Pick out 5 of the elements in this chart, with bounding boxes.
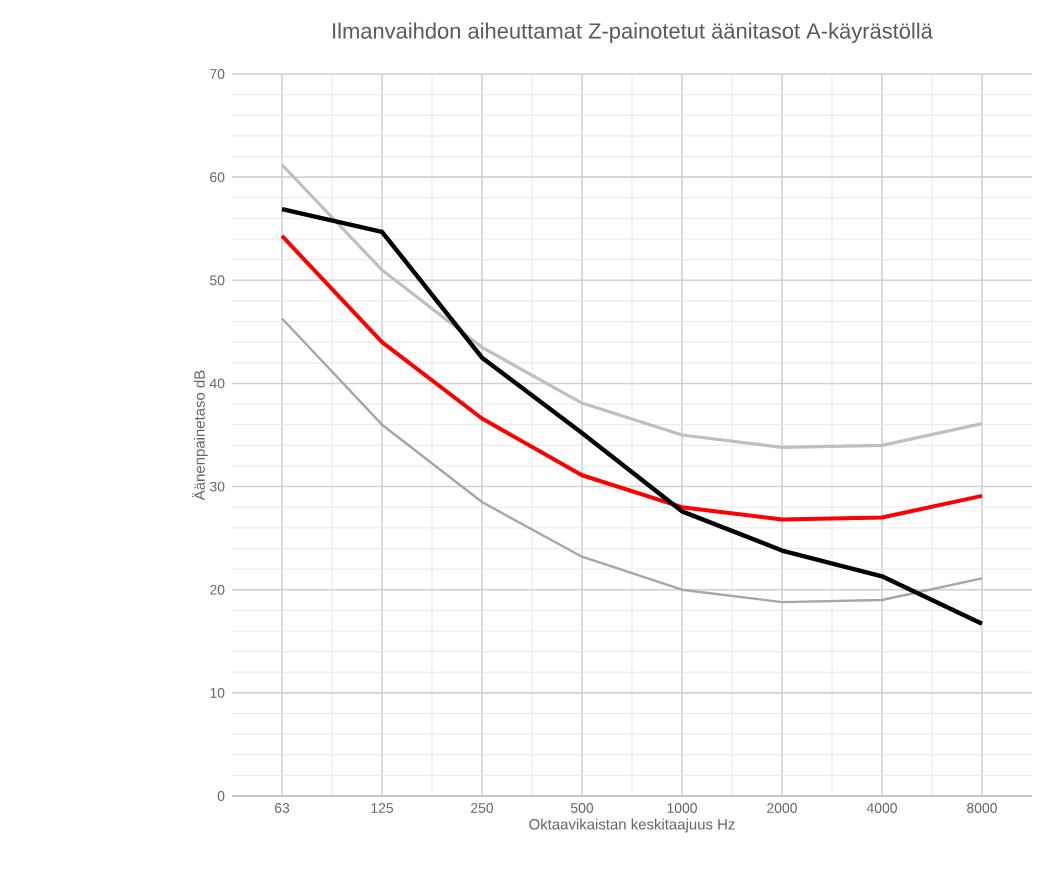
chart-title: Ilmanvaihdon aiheuttamat Z-painotetut äänitasot A-käyrästöllä (333, 22, 933, 43)
line-series (280, 163, 984, 449)
line-series (280, 233, 984, 522)
line-series (280, 317, 984, 604)
line-series (279, 206, 985, 626)
